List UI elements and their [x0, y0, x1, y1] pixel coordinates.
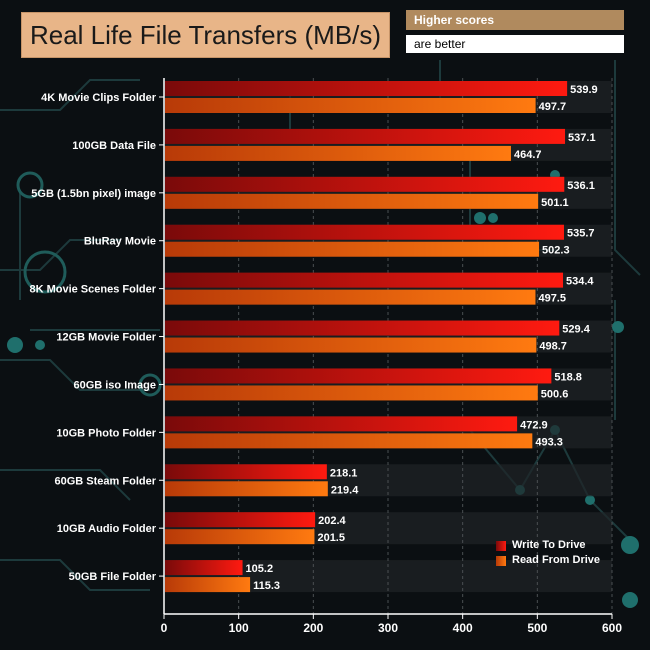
legend-label-write: Write To Drive	[512, 539, 586, 551]
data-label-read: 502.3	[542, 245, 570, 257]
data-label-write: 539.9	[570, 84, 598, 96]
data-label-read: 497.7	[539, 101, 567, 113]
data-label-read: 464.7	[514, 149, 542, 161]
bar-read	[165, 289, 536, 305]
x-tick-label: 500	[527, 621, 547, 635]
bar-read	[165, 98, 536, 113]
x-tick-label: 200	[303, 621, 323, 635]
data-label-write: 105.2	[246, 563, 274, 575]
bar-read	[165, 241, 540, 257]
category-label: 5GB (1.5bn pixel) image	[31, 188, 156, 200]
data-label-read: 497.5	[538, 293, 566, 305]
bar-write	[165, 81, 568, 96]
data-label-write: 535.7	[567, 228, 595, 240]
legend-item-write: Write To Drive	[496, 538, 600, 553]
legend-item-read: Read From Drive	[496, 553, 600, 568]
category-label: BluRay Movie	[84, 236, 156, 248]
chart-title: Real Life File Transfers (MB/s)	[21, 12, 390, 58]
category-label: 8K Movie Scenes Folder	[29, 284, 156, 296]
x-tick-label: 400	[453, 621, 473, 635]
category-label: 12GB Movie Folder	[56, 332, 156, 344]
bar-write	[165, 464, 327, 480]
bar-read	[165, 145, 511, 161]
data-label-read: 493.3	[535, 436, 563, 448]
legend-swatch-read	[496, 555, 506, 566]
bar-read	[165, 481, 328, 497]
bar-write	[165, 272, 564, 288]
x-tick-label: 300	[378, 621, 398, 635]
bar-write	[165, 176, 565, 192]
data-label-write: 529.4	[562, 324, 590, 336]
x-tick-label: 100	[229, 621, 249, 635]
bar-read	[165, 577, 251, 593]
x-tick-label: 600	[602, 621, 622, 635]
bar-read	[165, 337, 537, 353]
category-label: 60GB iso Image	[73, 379, 156, 391]
category-label: 4K Movie Clips Folder	[41, 92, 157, 104]
data-label-write: 202.4	[318, 515, 346, 527]
data-label-write: 536.1	[567, 180, 595, 192]
bar-write	[165, 512, 316, 528]
bar-write	[165, 320, 560, 336]
bar-read	[165, 433, 533, 449]
bar-read	[165, 529, 315, 545]
legend-label-read: Read From Drive	[512, 554, 601, 566]
data-label-read: 115.3	[253, 580, 280, 592]
bar-read	[165, 193, 539, 209]
data-label-read: 219.4	[331, 484, 359, 496]
bar-write	[165, 224, 564, 240]
data-label-write: 518.8	[554, 371, 582, 383]
are-better-note: are better	[406, 35, 624, 53]
data-label-write: 537.1	[568, 132, 596, 144]
legend-swatch-write	[496, 540, 506, 551]
bar-write	[165, 416, 518, 432]
bar-write	[165, 128, 566, 144]
category-label: 10GB Photo Folder	[56, 427, 156, 439]
legend: Write To Drive Read From Drive	[496, 538, 600, 568]
bar-read	[165, 385, 538, 401]
data-label-read: 498.7	[539, 341, 567, 353]
category-label: 60GB Steam Folder	[55, 475, 157, 487]
x-tick-label: 0	[161, 621, 168, 635]
higher-scores-note: Higher scores	[406, 10, 624, 30]
data-label-read: 201.5	[317, 532, 345, 544]
data-label-write: 218.1	[330, 467, 358, 479]
bar-write	[165, 560, 243, 576]
category-label: 10GB Audio Folder	[57, 523, 157, 535]
data-label-read: 500.6	[541, 388, 569, 400]
data-label-read: 501.1	[541, 197, 569, 209]
category-label: 100GB Data File	[72, 140, 156, 152]
category-label: 50GB File Folder	[69, 571, 157, 583]
bar-write	[165, 368, 552, 384]
data-label-write: 534.4	[566, 276, 594, 288]
data-label-write: 472.9	[520, 419, 548, 431]
